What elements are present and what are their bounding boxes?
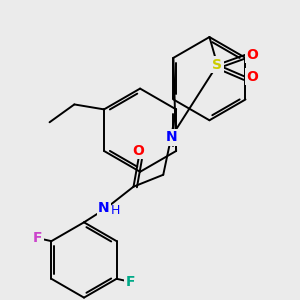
Text: F: F xyxy=(33,231,42,245)
Text: O: O xyxy=(133,144,144,158)
Text: F: F xyxy=(126,275,135,289)
Text: O: O xyxy=(246,48,258,62)
Text: N: N xyxy=(98,202,110,215)
Text: H: H xyxy=(111,204,120,217)
Text: O: O xyxy=(246,70,258,84)
Text: S: S xyxy=(212,58,222,72)
Text: N: N xyxy=(165,130,177,144)
